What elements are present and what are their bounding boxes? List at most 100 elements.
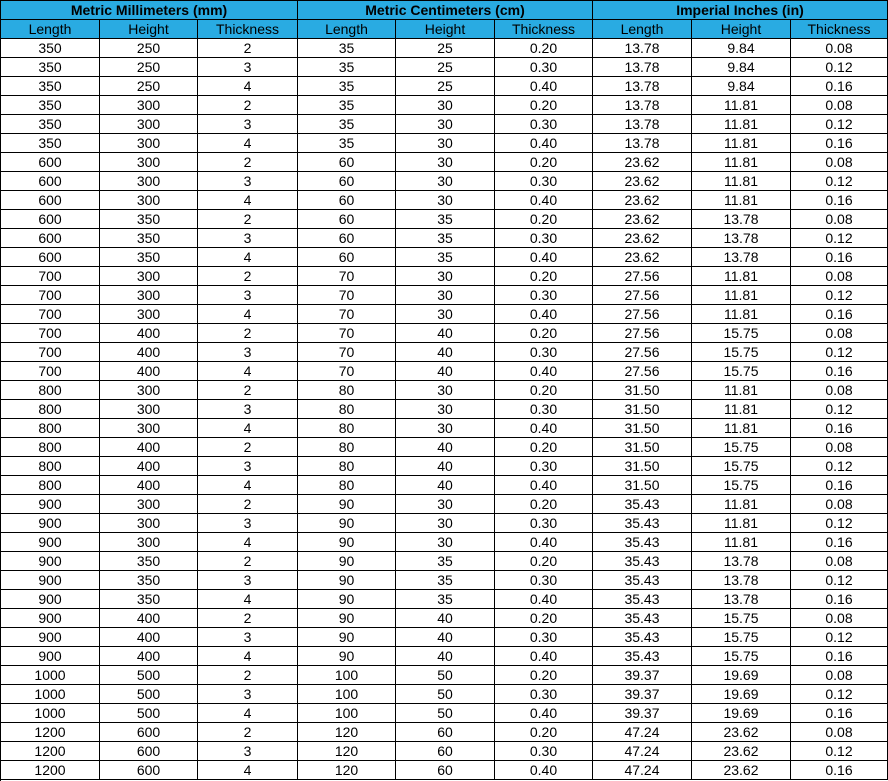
- table-cell: 35: [298, 134, 396, 153]
- group-header: Imperial Inches (in): [593, 1, 888, 20]
- table-cell: 70: [298, 305, 396, 324]
- table-cell: 0.12: [791, 343, 888, 362]
- table-cell: 27.56: [593, 286, 692, 305]
- table-cell: 0.40: [495, 419, 593, 438]
- table-cell: 350: [1, 115, 100, 134]
- table-cell: 35.43: [593, 647, 692, 666]
- table-cell: 900: [1, 495, 100, 514]
- table-cell: 35: [298, 39, 396, 58]
- table-cell: 0.40: [495, 134, 593, 153]
- table-cell: 4: [198, 77, 298, 96]
- table-cell: 11.81: [692, 514, 791, 533]
- table-cell: 3: [198, 514, 298, 533]
- table-cell: 13.78: [692, 571, 791, 590]
- table-cell: 120: [298, 761, 396, 780]
- table-cell: 0.40: [495, 362, 593, 381]
- table-cell: 2: [198, 153, 298, 172]
- table-cell: 9.84: [692, 77, 791, 96]
- table-cell: 60: [298, 191, 396, 210]
- table-cell: 350: [100, 552, 198, 571]
- table-cell: 35: [396, 590, 495, 609]
- table-cell: 0.08: [791, 666, 888, 685]
- table-cell: 400: [100, 628, 198, 647]
- table-cell: 400: [100, 438, 198, 457]
- table-cell: 0.16: [791, 761, 888, 780]
- table-cell: 400: [100, 457, 198, 476]
- table-cell: 2: [198, 495, 298, 514]
- table-cell: 3: [198, 229, 298, 248]
- table-cell: 11.81: [692, 153, 791, 172]
- table-cell: 400: [100, 647, 198, 666]
- table-cell: 350: [100, 248, 198, 267]
- table-cell: 25: [396, 77, 495, 96]
- table-cell: 300: [100, 514, 198, 533]
- table-cell: 0.12: [791, 571, 888, 590]
- table-cell: 0.08: [791, 96, 888, 115]
- column-header: Thickness: [198, 20, 298, 39]
- table-cell: 90: [298, 590, 396, 609]
- table-cell: 600: [1, 248, 100, 267]
- table-cell: 3: [198, 343, 298, 362]
- table-cell: 70: [298, 362, 396, 381]
- table-cell: 80: [298, 419, 396, 438]
- table-cell: 0.16: [791, 77, 888, 96]
- table-cell: 19.69: [692, 685, 791, 704]
- table-cell: 400: [100, 362, 198, 381]
- table-cell: 3: [198, 400, 298, 419]
- table-cell: 60: [298, 229, 396, 248]
- table-cell: 300: [100, 134, 198, 153]
- table-cell: 600: [1, 172, 100, 191]
- table-cell: 600: [100, 723, 198, 742]
- table-cell: 30: [396, 115, 495, 134]
- table-cell: 13.78: [593, 77, 692, 96]
- table-cell: 2: [198, 39, 298, 58]
- table-cell: 0.30: [495, 58, 593, 77]
- table-cell: 47.24: [593, 742, 692, 761]
- table-cell: 300: [100, 172, 198, 191]
- table-cell: 600: [100, 761, 198, 780]
- table-cell: 31.50: [593, 457, 692, 476]
- table-cell: 900: [1, 552, 100, 571]
- table-cell: 0.08: [791, 153, 888, 172]
- table-cell: 3: [198, 571, 298, 590]
- table-cell: 300: [100, 267, 198, 286]
- table-cell: 800: [1, 457, 100, 476]
- table-cell: 4: [198, 419, 298, 438]
- table-cell: 4: [198, 191, 298, 210]
- table-cell: 300: [100, 533, 198, 552]
- table-cell: 27.56: [593, 343, 692, 362]
- table-cell: 30: [396, 153, 495, 172]
- table-cell: 0.08: [791, 324, 888, 343]
- table-cell: 31.50: [593, 400, 692, 419]
- table-cell: 4: [198, 476, 298, 495]
- table-cell: 0.08: [791, 267, 888, 286]
- table-cell: 70: [298, 343, 396, 362]
- table-cell: 600: [1, 210, 100, 229]
- table-cell: 0.30: [495, 742, 593, 761]
- table-cell: 0.08: [791, 609, 888, 628]
- table-cell: 500: [100, 685, 198, 704]
- table-cell: 47.24: [593, 723, 692, 742]
- table-cell: 40: [396, 476, 495, 495]
- table-cell: 30: [396, 267, 495, 286]
- table-cell: 13.78: [593, 39, 692, 58]
- table-cell: 0.08: [791, 381, 888, 400]
- table-cell: 0.12: [791, 286, 888, 305]
- table-cell: 1200: [1, 742, 100, 761]
- table-cell: 0.08: [791, 552, 888, 571]
- table-cell: 0.12: [791, 685, 888, 704]
- table-cell: 100: [298, 685, 396, 704]
- table-cell: 4: [198, 362, 298, 381]
- table-cell: 15.75: [692, 324, 791, 343]
- table-cell: 9.84: [692, 39, 791, 58]
- table-cell: 900: [1, 647, 100, 666]
- table-cell: 4: [198, 761, 298, 780]
- column-header: Length: [1, 20, 100, 39]
- table-cell: 15.75: [692, 647, 791, 666]
- table-cell: 0.12: [791, 115, 888, 134]
- table-cell: 350: [100, 571, 198, 590]
- table-cell: 35.43: [593, 628, 692, 647]
- table-cell: 90: [298, 628, 396, 647]
- table-cell: 0.16: [791, 248, 888, 267]
- table-cell: 0.40: [495, 590, 593, 609]
